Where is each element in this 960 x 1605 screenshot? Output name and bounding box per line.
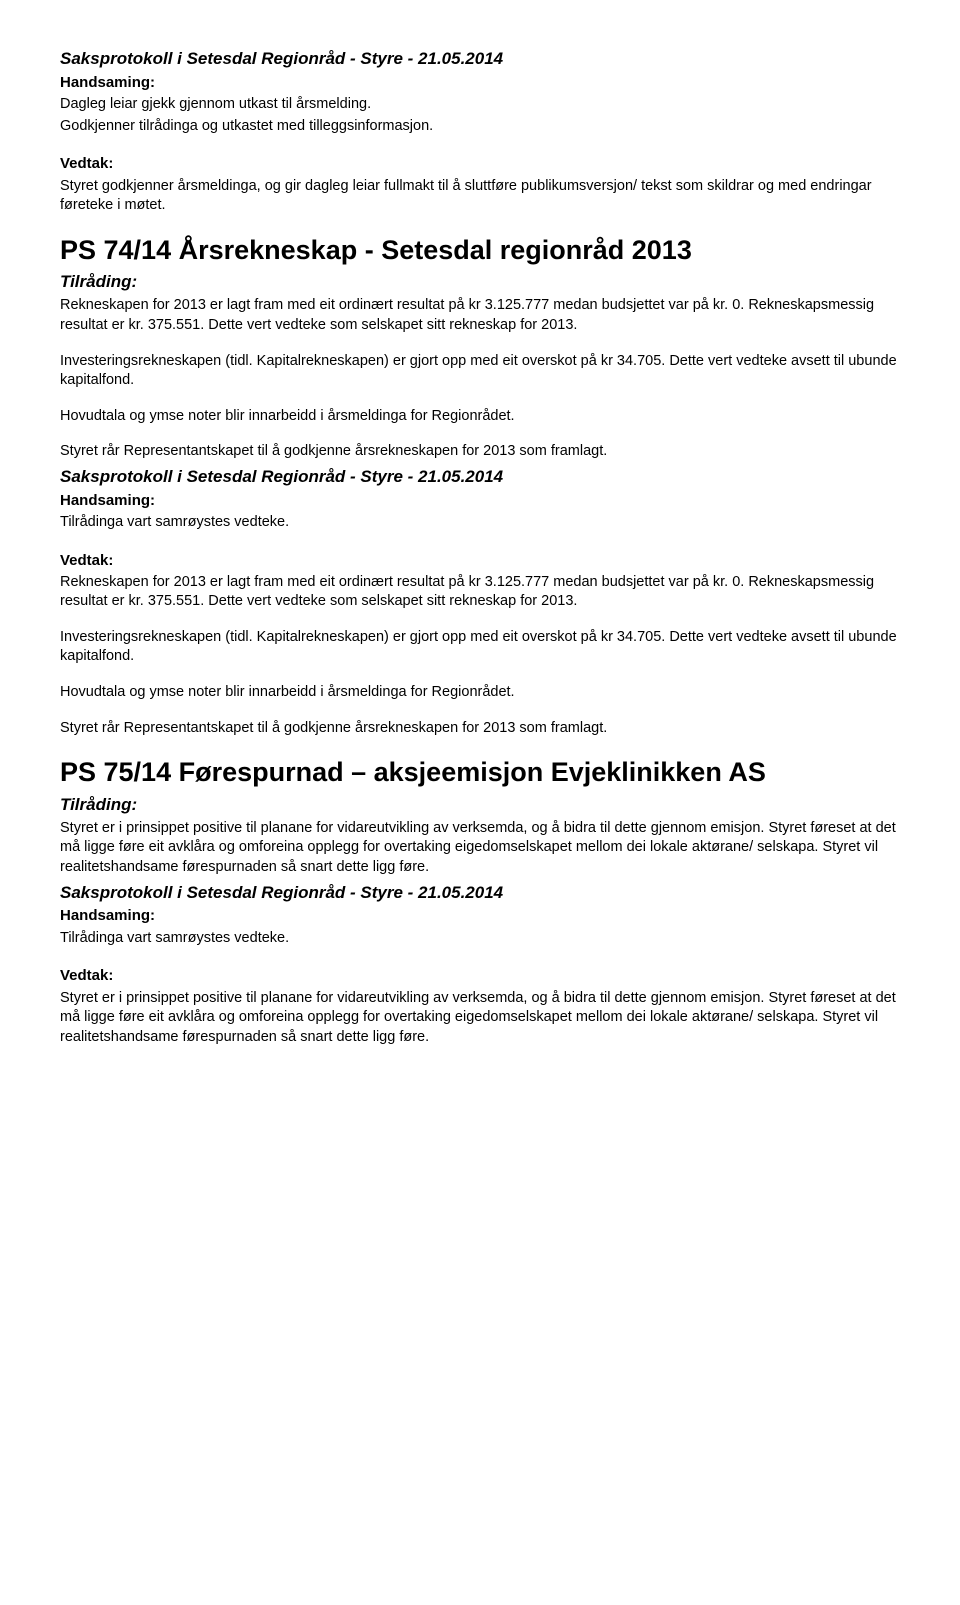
handsaming-label: Handsaming: bbox=[60, 491, 900, 511]
sec74-p3: Hovudtala og ymse noter blir innarbeidd … bbox=[60, 407, 900, 427]
section-title-75: PS 75/14 Førespurnad – aksjeemisjon Evje… bbox=[60, 756, 900, 790]
vedtak-label: Vedtak: bbox=[60, 551, 900, 571]
handsaming-label: Handsaming: bbox=[60, 73, 900, 93]
sec74-vedtak-p3: Hovudtala og ymse noter blir innarbeidd … bbox=[60, 683, 900, 703]
sec75-hand-text: Tilrådinga vart samrøystes vedteke. bbox=[60, 929, 900, 949]
sec74-p2: Investeringsrekneskapen (tidl. Kapitalre… bbox=[60, 352, 900, 391]
sec74-vedtak-p2: Investeringsrekneskapen (tidl. Kapitalre… bbox=[60, 628, 900, 667]
vedtak-label: Vedtak: bbox=[60, 154, 900, 174]
sec74-p4: Styret rår Representantskapet til å godk… bbox=[60, 442, 900, 462]
vedtak-label: Vedtak: bbox=[60, 966, 900, 986]
tilrading-label: Tilråding: bbox=[60, 794, 900, 817]
handsaming-label: Handsaming: bbox=[60, 906, 900, 926]
handsaming-text-2: Godkjenner tilrådinga og utkastet med ti… bbox=[60, 117, 900, 137]
section-title-74: PS 74/14 Årsrekneskap - Setesdal regionr… bbox=[60, 234, 900, 268]
sec74-vedtak-p4: Styret rår Representantskapet til å godk… bbox=[60, 719, 900, 739]
sec74-vedtak-p1: Rekneskapen for 2013 er lagt fram med ei… bbox=[60, 573, 900, 612]
tilrading-label: Tilråding: bbox=[60, 271, 900, 294]
handsaming-text: Dagleg leiar gjekk gjennom utkast til år… bbox=[60, 95, 900, 115]
sec75-vedtak-p1: Styret er i prinsippet positive til plan… bbox=[60, 989, 900, 1048]
sec74-p1: Rekneskapen for 2013 er lagt fram med ei… bbox=[60, 296, 900, 335]
vedtak-text: Styret godkjenner årsmeldinga, og gir da… bbox=[60, 177, 900, 216]
sec75-p1: Styret er i prinsippet positive til plan… bbox=[60, 819, 900, 878]
protocol-header: Saksprotokoll i Setesdal Regionråd - Sty… bbox=[60, 882, 900, 905]
protocol-header: Saksprotokoll i Setesdal Regionråd - Sty… bbox=[60, 466, 900, 489]
sec74-hand-text: Tilrådinga vart samrøystes vedteke. bbox=[60, 513, 900, 533]
protocol-header: Saksprotokoll i Setesdal Regionråd - Sty… bbox=[60, 48, 900, 71]
